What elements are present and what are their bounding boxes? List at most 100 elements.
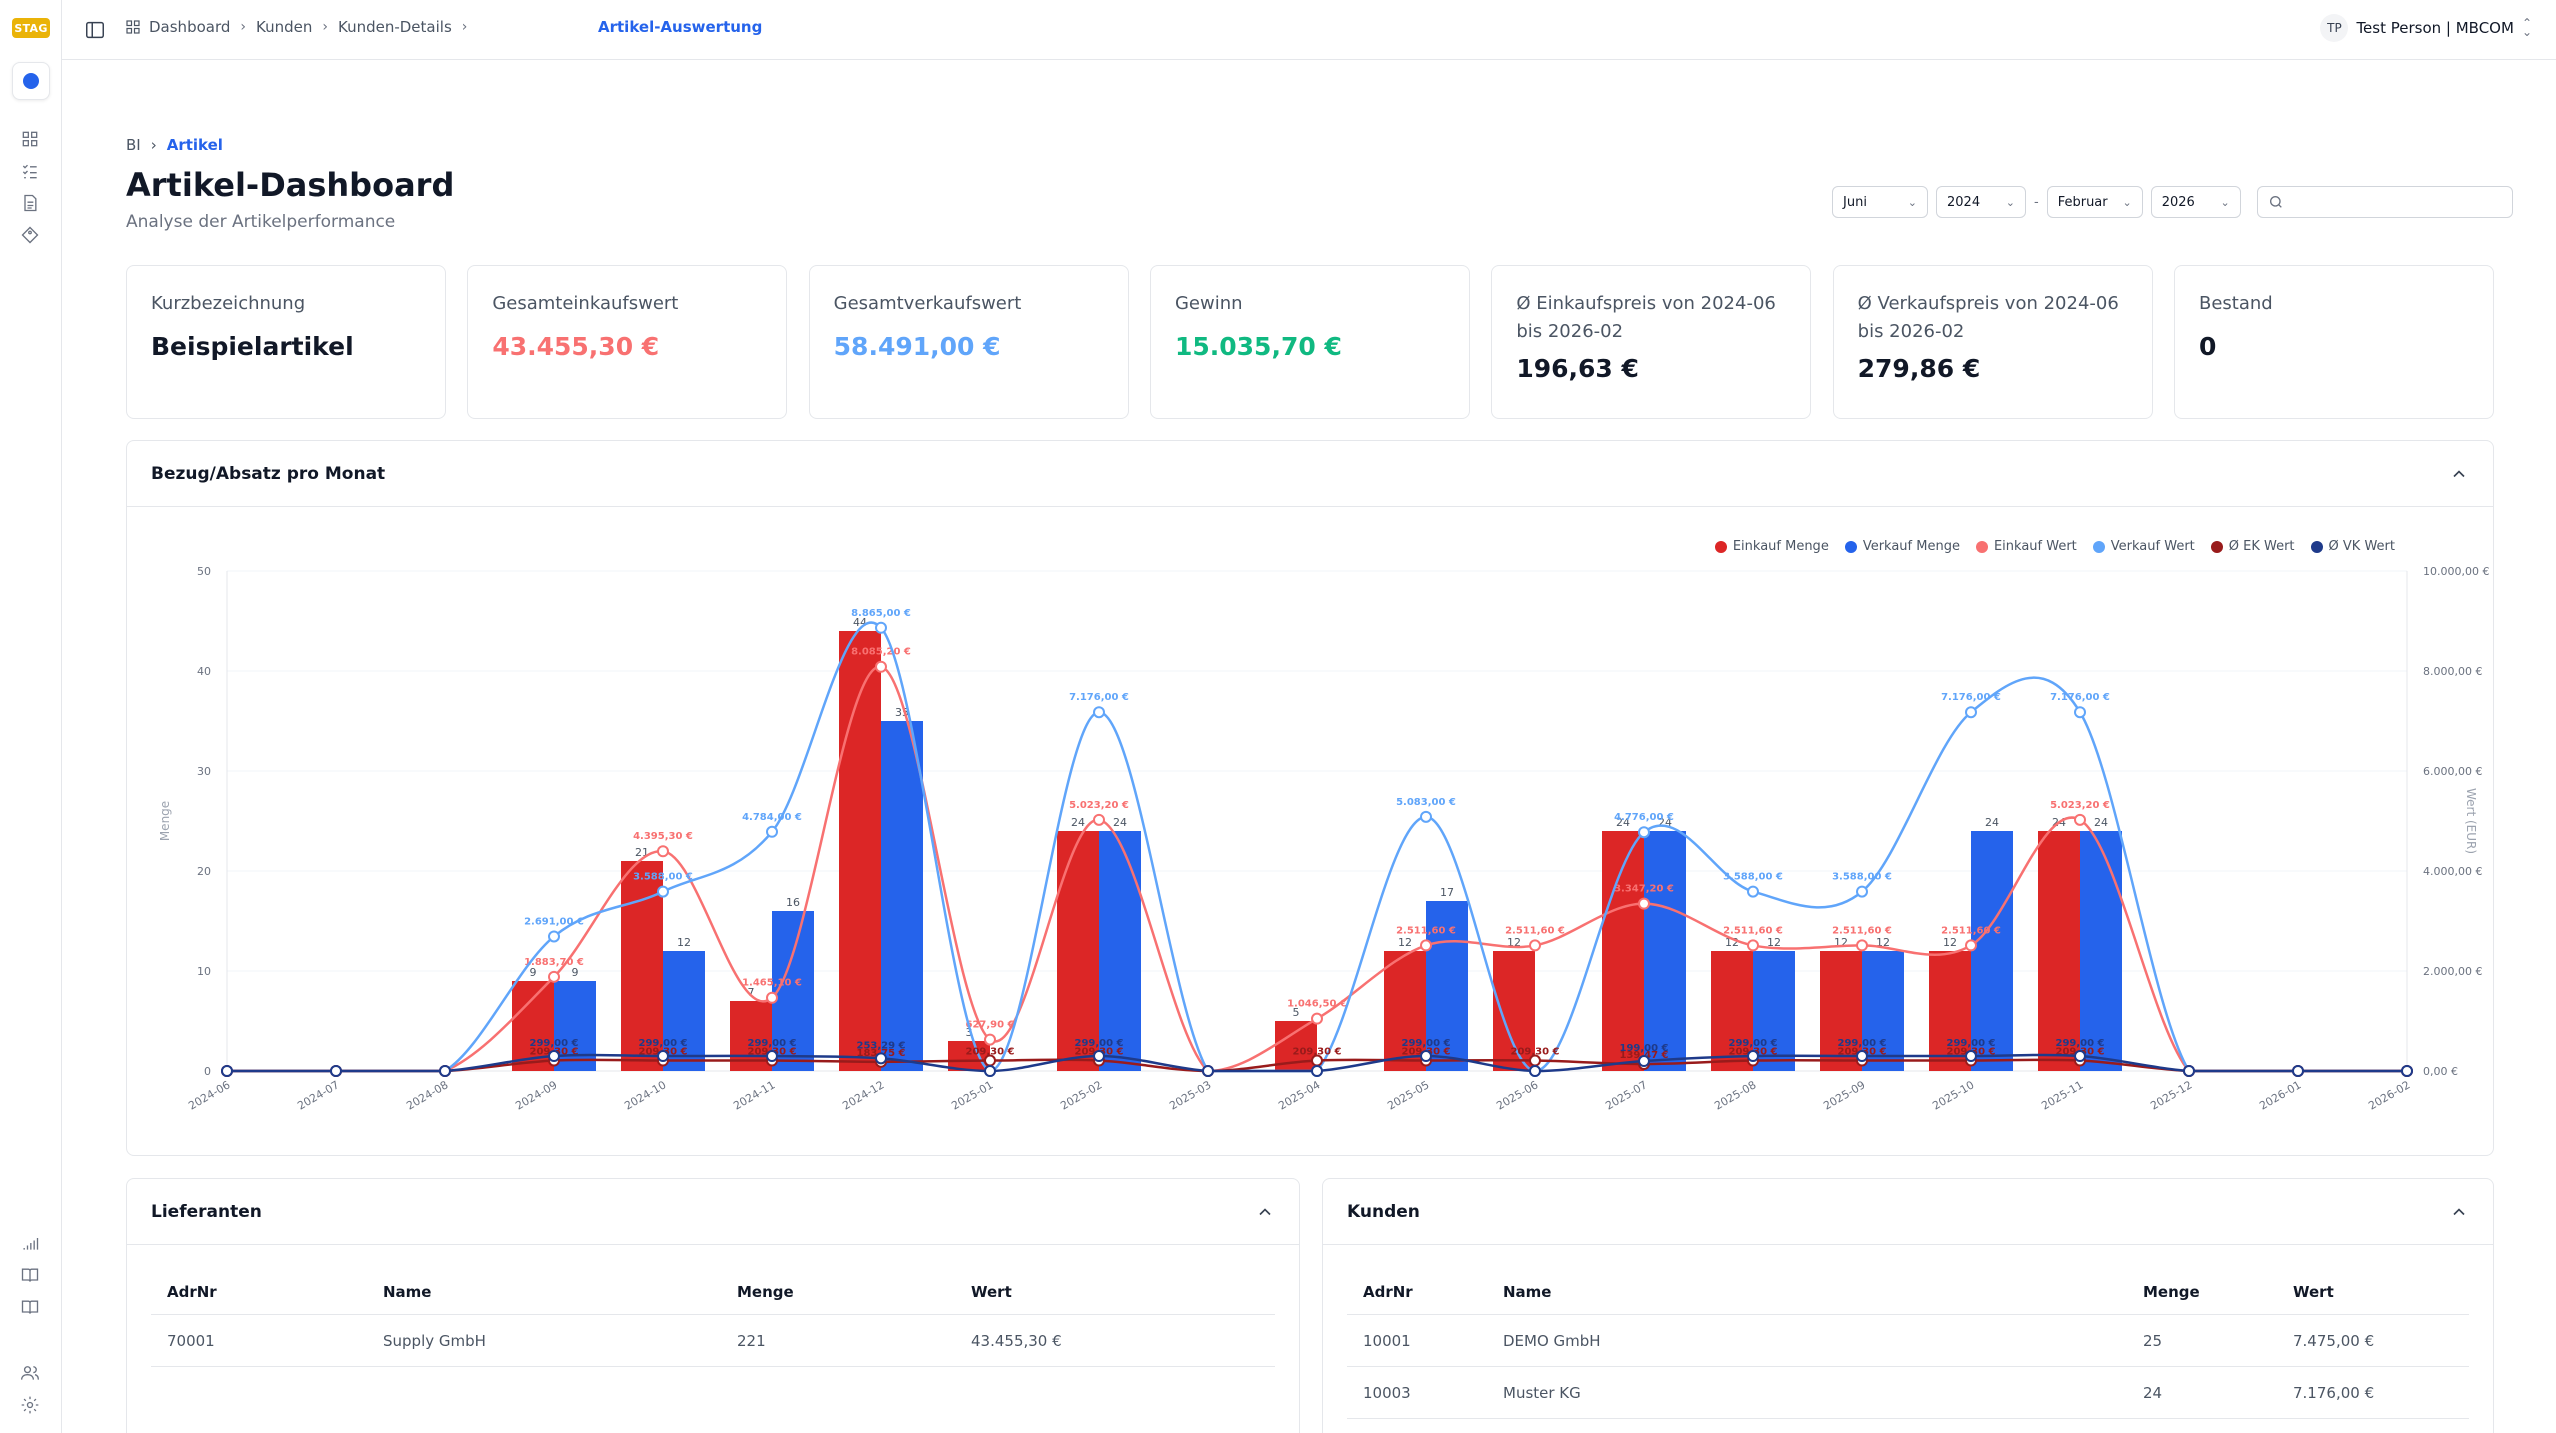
bar (2038, 831, 2080, 1071)
legend-item[interactable]: Einkauf Menge (1714, 539, 1829, 554)
dashboard-icon[interactable] (19, 128, 41, 150)
data-point (766, 1050, 778, 1063)
lieferanten-table: AdrNr Name Menge Wert 70001 Supply GmbH … (151, 1269, 1275, 1367)
tag-icon[interactable] (19, 224, 41, 246)
bar-value-label: 24 (1985, 816, 1999, 829)
list-check-icon[interactable] (19, 160, 41, 182)
kunden-header[interactable]: Kunden (1323, 1179, 2493, 1245)
sidebar-item-active[interactable] (12, 62, 50, 100)
data-point (548, 930, 560, 943)
kpi-label: Gesamtverkaufswert (833, 293, 1022, 314)
bar (663, 951, 705, 1071)
data-label: 1.883,70 € (524, 957, 584, 968)
breadcrumb-kunden-details[interactable]: Kunden-Details (337, 18, 452, 36)
bar (1426, 901, 1468, 1071)
kpi-card-gewinn: Gewinn 15.035,70 € (1149, 265, 1470, 419)
cell-adrnr: 10003 (1363, 1383, 1411, 1402)
kpi-card-bestand: Bestand 0 (2173, 265, 2494, 419)
column-header[interactable]: Wert (2293, 1282, 2334, 1301)
table-row[interactable]: 70001 Supply GmbH 221 43.455,30 € (151, 1315, 1275, 1367)
data-point (1638, 897, 1650, 910)
legend-item[interactable]: Verkauf Menge (1844, 539, 1960, 554)
bar-chart-icon[interactable] (19, 1232, 41, 1254)
kunden-title: Kunden (1347, 1201, 1420, 1222)
data-point (439, 1065, 451, 1077)
bar-value-label: 5 (1293, 1006, 1300, 1019)
legend-item[interactable]: Einkauf Wert (1975, 539, 2077, 554)
data-label: 209,30 € (965, 1047, 1014, 1058)
avatar: TP (2320, 14, 2349, 42)
data-point (984, 1065, 996, 1077)
bar (1929, 951, 1971, 1071)
kpi-value: Beispielartikel (151, 332, 354, 361)
bar (1862, 951, 1904, 1071)
column-header[interactable]: Wert (971, 1282, 1012, 1301)
data-point (330, 1065, 342, 1077)
app-logo[interactable]: STAG (12, 18, 50, 38)
data-point (875, 660, 887, 673)
legend-label: Verkauf Menge (1862, 539, 1960, 554)
kpi-card-gesamteinkaufswert: Gesamteinkaufswert 43.455,30 € (467, 265, 788, 419)
chevron-up-icon[interactable] (1255, 1202, 1275, 1222)
data-point (1747, 939, 1759, 952)
table-row[interactable]: 10003 Muster KG 24 7.176,00 € (1347, 1367, 2469, 1419)
kunden-table: AdrNr Name Menge Wert 10001 DEMO GmbH 25… (1347, 1269, 2469, 1419)
data-label: 7.176,00 € (2050, 692, 2110, 703)
legend-label: Ø EK Wert (2228, 539, 2295, 554)
from-year-select[interactable]: 2024 ⌄ (1936, 186, 2026, 218)
document-icon[interactable] (19, 192, 41, 214)
data-label: 7.176,00 € (1941, 692, 2001, 703)
sidebar-toggle-icon[interactable] (84, 19, 106, 41)
breadcrumb-bi[interactable]: BI (126, 136, 141, 154)
legend-swatch (1975, 540, 1988, 553)
x-tick-label: 2025-03 (1167, 1078, 1213, 1112)
column-header[interactable]: Menge (737, 1282, 794, 1301)
data-point (1093, 813, 1105, 826)
legend-item[interactable]: Verkauf Wert (2092, 539, 2195, 554)
from-month-value: Juni (1843, 194, 1867, 210)
users-icon[interactable] (19, 1362, 41, 1384)
cell-menge: 221 (737, 1331, 766, 1350)
data-label: 299,00 € (1946, 1038, 1995, 1049)
from-month-select[interactable]: Juni ⌄ (1832, 186, 1928, 218)
y-tick-label: 40 (197, 665, 211, 678)
bar-value-label: 24 (1616, 816, 1630, 829)
breadcrumb-dashboard[interactable]: Dashboard (149, 18, 231, 36)
to-month-select[interactable]: Februar ⌄ (2046, 186, 2143, 218)
book-icon[interactable] (19, 1264, 41, 1286)
column-header[interactable]: Menge (2143, 1282, 2200, 1301)
chevron-up-icon[interactable] (2449, 1202, 2469, 1222)
book-open-icon[interactable] (19, 1296, 41, 1318)
column-header[interactable]: AdrNr (1363, 1282, 1413, 1301)
legend-item[interactable]: Ø VK Wert (2310, 539, 2395, 554)
gear-icon[interactable] (19, 1394, 41, 1416)
chevron-updown-icon: ⌃ ⌄ (2521, 16, 2532, 39)
y-tick-label: 0 (204, 1065, 211, 1078)
chevron-up-icon[interactable] (2449, 464, 2469, 484)
x-tick-label: 2025-12 (2148, 1078, 2194, 1112)
data-point (984, 1033, 996, 1046)
to-year-select[interactable]: 2026 ⌄ (2150, 186, 2241, 218)
x-tick-label: 2025-10 (1930, 1078, 1976, 1112)
chevron-down-icon: ⌄ (1907, 195, 1917, 209)
x-tick-label: 2025-07 (1603, 1078, 1649, 1112)
breadcrumb-kunden[interactable]: Kunden (256, 18, 313, 36)
data-point (1420, 810, 1432, 823)
y-tick-label: 20 (197, 865, 211, 878)
chart-panel-header[interactable]: Bezug/Absatz pro Monat (127, 441, 2493, 507)
page-breadcrumb: BI › Artikel (126, 136, 223, 154)
table-row[interactable]: 10001 DEMO GmbH 25 7.475,00 € (1347, 1315, 2469, 1367)
y-axis-title: Menge (158, 801, 172, 841)
user-menu[interactable]: TP Test Person | MBCOM ⌃ ⌄ (2320, 14, 2532, 42)
kunden-panel: Kunden AdrNr Name Menge Wert 10001 DEMO … (1322, 1178, 2494, 1433)
column-header[interactable]: Name (1503, 1282, 1552, 1301)
data-point (1529, 939, 1541, 952)
lieferanten-header[interactable]: Lieferanten (127, 1179, 1299, 1245)
legend-item[interactable]: Ø EK Wert (2210, 539, 2295, 554)
column-header[interactable]: Name (383, 1282, 432, 1301)
column-header[interactable]: AdrNr (167, 1282, 217, 1301)
data-label: 2.511,60 € (1505, 925, 1565, 936)
x-tick-label: 2025-09 (1821, 1078, 1867, 1112)
search-input[interactable] (2291, 194, 2492, 210)
data-point (548, 1050, 560, 1063)
